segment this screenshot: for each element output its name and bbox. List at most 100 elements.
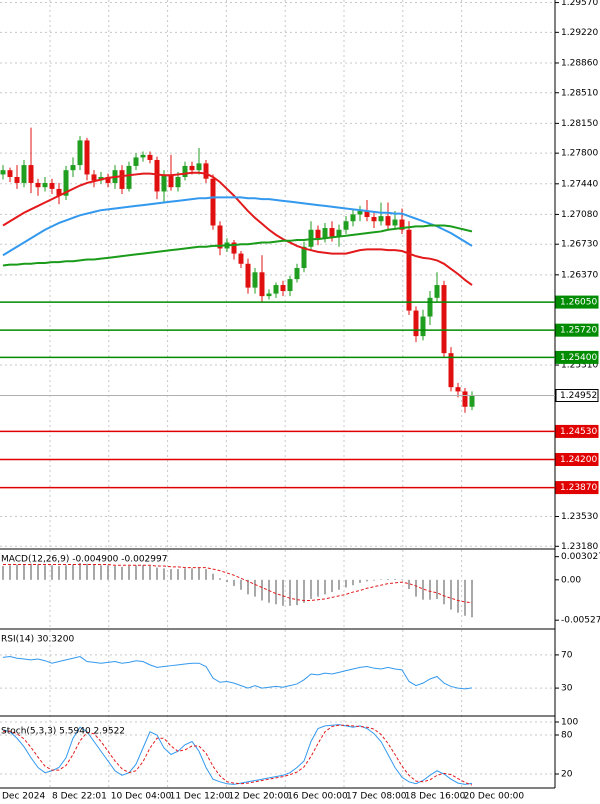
y-tick-label: 1.23530 [561,512,598,522]
y-tick-label: 1.28510 [561,88,598,98]
price-level-label: 1.26050 [560,298,597,308]
candle-body [350,214,356,222]
price-level-label: 1.23870 [560,483,597,493]
price-level-box [555,453,599,467]
y-tick-label: 1.27440 [561,179,598,189]
candle-body [147,154,153,160]
price-level-label: 1.24952 [560,391,597,401]
y-tick-label: 1.26370 [561,270,598,280]
candle-body [217,225,223,249]
price-level-box [555,350,599,364]
candle-body [49,182,55,189]
candle-body [35,182,41,188]
candle-body [322,228,328,239]
y-tick-label: 1.25310 [561,361,598,371]
y-tick-label: 1.29220 [561,28,598,38]
x-tick-label: 10 Dec 04:00 [111,792,172,802]
x-tick-label: 8 Dec 22:01 [52,792,107,802]
candle-body [294,268,300,280]
candle-body [259,272,265,297]
price-level-label: 1.25400 [560,353,597,363]
candle-body [385,216,391,226]
candle-body [301,246,307,269]
indicator-line [2,224,473,267]
x-tick-label: 18 Dec 16:00 [405,792,466,802]
y-tick-label: 0.00 [561,575,581,585]
y-tick-label: 100 [561,718,578,728]
candle-body [315,229,321,239]
candle-body [196,163,202,171]
candle-body [245,263,251,288]
candle-body [462,391,468,407]
candle-body [63,170,69,196]
y-tick-label: 1.23180 [561,542,598,552]
candle-body [42,182,48,188]
x-tick-label: 12 Dec 20:00 [228,792,289,802]
candle-body [252,272,258,288]
y-tick-label: 20 [561,770,573,780]
price-level-box [555,295,599,309]
price-level-box [555,481,599,495]
price-level-box [555,424,599,438]
y-tick-label: 30 [561,684,573,694]
candle-body [140,154,146,158]
x-tick-label: 16 Dec 00:00 [287,792,348,802]
vertical-grid [49,0,463,788]
y-tick-label: 1.28860 [561,58,598,68]
candle-body [154,159,160,192]
candle-body [14,176,20,183]
indicator-line [2,724,473,786]
price-level-box [555,323,599,337]
x-tick-label: 11 Dec 12:00 [170,792,231,802]
indicator-line [3,564,473,604]
candle-body [399,219,405,230]
panel-title: RSI(14) 30.3200 [1,635,74,645]
candle-body [0,170,6,175]
candle-body [448,353,454,388]
candle-body [189,165,195,171]
y-tick-label: 1.27800 [561,149,598,159]
candle-body [91,174,97,181]
y-tick-label: 0.003027 [561,552,600,562]
candle-body [119,170,125,189]
candle-body [182,165,188,177]
candle-body [210,178,216,226]
candle-body [469,395,475,407]
candle-body [231,242,237,254]
candle-body [70,165,76,171]
indicator-line [2,656,473,690]
indicator-line [2,196,473,257]
x-tick-label: Dec 2024 [2,792,45,802]
y-tick-label: 1.27080 [561,210,598,220]
candle-body [455,387,461,392]
candle-body [168,174,174,188]
price-level-box [555,389,599,403]
price-level-label: 1.24200 [560,455,597,465]
candle-body [273,285,279,294]
candle-body [287,279,293,292]
y-tick-label: 1.28150 [561,119,598,129]
y-tick-label: -0.005278 [561,616,600,626]
candle-body [126,165,132,189]
candle-body [329,228,335,237]
y-tick-label: 80 [561,731,573,741]
price-level-label: 1.24530 [560,427,597,437]
panel-title: Stoch(5,3,3) 5.5940 2.9522 [1,727,125,737]
y-tick-label: 1.26730 [561,240,598,250]
candle-body [161,174,167,192]
candle-body [434,285,440,298]
candle-body [77,140,83,166]
candle-body [427,297,433,317]
y-tick-label: 70 [561,650,573,660]
candle-body [413,310,419,337]
candle-body [378,216,384,222]
candle-body [84,140,90,175]
price-level-label: 1.25720 [560,326,597,336]
candle-body [175,176,181,188]
y-tick-label: 1.29570 [561,0,598,8]
candle-body [7,170,13,177]
candle-body [280,285,286,292]
candle-body [105,176,111,183]
candle-body [56,188,62,196]
